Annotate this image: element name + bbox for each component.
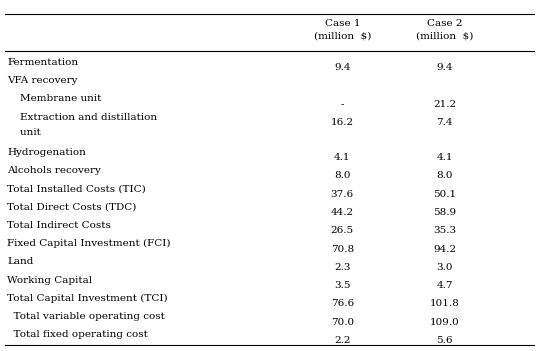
Text: Case 2: Case 2 [427, 19, 462, 28]
Text: Total fixed operating cost: Total fixed operating cost [7, 330, 148, 339]
Text: 26.5: 26.5 [331, 226, 354, 235]
Text: 7.4: 7.4 [437, 118, 453, 127]
Text: Extraction and distillation: Extraction and distillation [7, 113, 157, 122]
Text: 4.1: 4.1 [437, 153, 453, 162]
Text: VFA recovery: VFA recovery [7, 76, 78, 85]
Text: 2.3: 2.3 [334, 263, 350, 272]
Text: 16.2: 16.2 [331, 118, 354, 127]
Text: 4.1: 4.1 [334, 153, 350, 162]
Text: unit: unit [7, 128, 41, 137]
Text: Fixed Capital Investment (FCI): Fixed Capital Investment (FCI) [7, 239, 170, 248]
Text: Land: Land [7, 257, 33, 266]
Text: Total Indirect Costs: Total Indirect Costs [7, 221, 111, 230]
Text: 9.4: 9.4 [334, 64, 350, 72]
Text: 109.0: 109.0 [430, 318, 460, 326]
Text: 2.2: 2.2 [334, 336, 350, 345]
Text: 3.0: 3.0 [437, 263, 453, 272]
Text: Working Capital: Working Capital [7, 276, 92, 285]
Text: Hydrogenation: Hydrogenation [7, 148, 86, 157]
Text: 3.5: 3.5 [334, 281, 350, 290]
Text: Total Capital Investment (TCI): Total Capital Investment (TCI) [7, 294, 168, 303]
Text: 4.7: 4.7 [437, 281, 453, 290]
Text: Total variable operating cost: Total variable operating cost [7, 312, 165, 321]
Text: 35.3: 35.3 [433, 226, 456, 235]
Text: 76.6: 76.6 [331, 299, 354, 308]
Text: Membrane unit: Membrane unit [7, 94, 101, 104]
Text: 70.8: 70.8 [331, 245, 354, 253]
Text: Case 1: Case 1 [324, 19, 360, 28]
Text: 70.0: 70.0 [331, 318, 354, 326]
Text: 44.2: 44.2 [331, 208, 354, 217]
Text: 9.4: 9.4 [437, 64, 453, 72]
Text: -: - [341, 100, 344, 109]
Text: 8.0: 8.0 [437, 172, 453, 180]
Text: Total Direct Costs (TDC): Total Direct Costs (TDC) [7, 203, 136, 212]
Text: (million  $): (million $) [416, 32, 473, 40]
Text: 5.6: 5.6 [437, 336, 453, 345]
Text: 101.8: 101.8 [430, 299, 460, 308]
Text: 21.2: 21.2 [433, 100, 456, 109]
Text: 58.9: 58.9 [433, 208, 456, 217]
Text: (million  $): (million $) [314, 32, 371, 40]
Text: Total Installed Costs (TIC): Total Installed Costs (TIC) [7, 184, 146, 193]
Text: Fermentation: Fermentation [7, 58, 78, 67]
Text: 94.2: 94.2 [433, 245, 456, 253]
Text: 50.1: 50.1 [433, 190, 456, 199]
Text: 37.6: 37.6 [331, 190, 354, 199]
Text: Alcohols recovery: Alcohols recovery [7, 166, 101, 175]
Text: 8.0: 8.0 [334, 172, 350, 180]
